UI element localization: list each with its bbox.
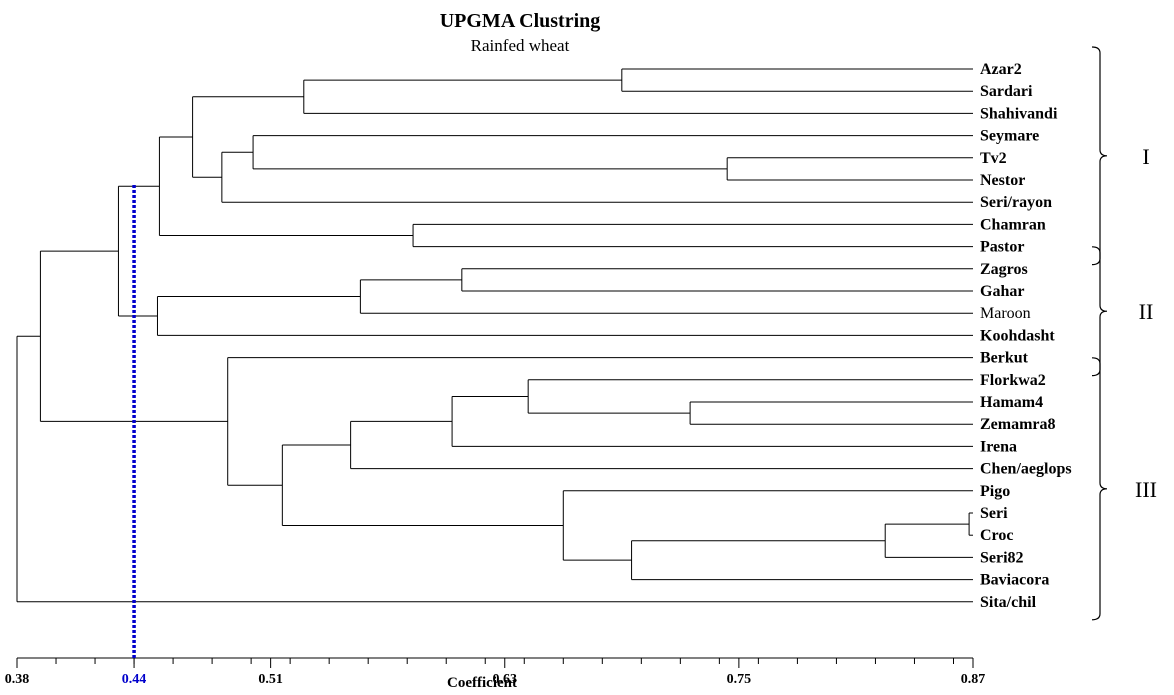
leaf-label-chamran: Chamran: [980, 216, 1046, 233]
tick-label-0-87: 0.87: [961, 672, 986, 687]
group-brace-1: [1091, 46, 1108, 266]
leaf-label-pigo: Pigo: [980, 483, 1010, 500]
leaf-label-baviacora: Baviacora: [980, 572, 1049, 589]
merge-n2: [303, 79, 973, 114]
merge-n3: [726, 157, 973, 181]
merge-n9: [461, 268, 973, 292]
leaf-label-seri-rayon: Seri/rayon: [980, 194, 1052, 211]
leaf-label-hamam4: Hamam4: [980, 394, 1043, 411]
group-label-1: I: [1142, 144, 1149, 169]
leaf-label-seymare: Seymare: [980, 128, 1039, 145]
merge-n4: [252, 135, 973, 170]
tick-label-0-75: 0.75: [727, 672, 752, 687]
tick-label-0-38: 0.38: [5, 672, 30, 687]
merge-n20: [562, 490, 973, 561]
merge-n13: [689, 401, 973, 425]
merge-n6: [192, 96, 304, 178]
leaf-label-pastor: Pastor: [980, 239, 1024, 256]
merge-n10: [359, 279, 973, 314]
tick-label-0-63: 0.63: [493, 672, 518, 687]
merge-n24: [16, 335, 973, 603]
merge-n11: [156, 296, 973, 336]
leaf-label-irena: Irena: [980, 438, 1017, 455]
leaf-label-chen-aeglops: Chen/aeglops: [980, 461, 1072, 478]
leaf-label-berkut: Berkut: [980, 350, 1029, 367]
merge-n12: [117, 185, 160, 317]
merge-n22: [227, 357, 973, 486]
leaf-label-seri82: Seri82: [980, 549, 1024, 566]
leaf-label-shahivandi: Shahivandi: [980, 105, 1058, 122]
leaf-label-nestor: Nestor: [980, 172, 1025, 189]
leaf-label-croc: Croc: [980, 527, 1013, 544]
leaf-labels: Azar2 Sardari Shahivandi Seymare Tv2 Nestor Se…: [980, 61, 1072, 611]
leaf-label-tv2: Tv2: [980, 150, 1007, 167]
leaf-label-maroon: Maroon: [980, 305, 1031, 322]
merge-n1: [621, 68, 973, 92]
tick-label-0-44: 0.44: [122, 672, 147, 687]
group-label-2: II: [1139, 299, 1154, 324]
leaf-label-sita-chil: Sita/chil: [980, 594, 1037, 611]
merge-n19: [631, 540, 973, 581]
merge-n5: [221, 151, 973, 203]
chart-subtitle: Rainfed wheat: [471, 36, 570, 55]
merge-n14: [527, 379, 973, 414]
leaf-label-gahar: Gahar: [980, 283, 1024, 300]
x-axis: 0.38 0.44 0.51 0.63 0.75 0.87: [5, 657, 986, 687]
leaf-label-sardari: Sardari: [980, 83, 1033, 100]
leaf-label-koohdasht: Koohdasht: [980, 327, 1055, 344]
merge-n17: [968, 512, 973, 536]
merge-n15: [451, 395, 973, 447]
merge-n8: [158, 136, 414, 236]
group-label-3: III: [1135, 477, 1157, 502]
merge-n16: [350, 420, 973, 470]
tick-label-0-51: 0.51: [258, 672, 283, 687]
chart-title: UPGMA Clustring: [440, 10, 601, 32]
leaf-label-zagros: Zagros: [980, 261, 1028, 278]
merge-n18: [884, 523, 973, 558]
merge-n21: [281, 444, 564, 526]
merge-n7: [412, 223, 973, 248]
x-axis-label: Coefficient: [447, 675, 517, 691]
leaf-label-seri: Seri: [980, 505, 1008, 522]
group-brace-2: [1091, 246, 1108, 377]
leaf-label-florkwa2: Florkwa2: [980, 372, 1046, 389]
leaf-label-zemamra8: Zemamra8: [980, 416, 1056, 433]
group-brace-3: [1091, 357, 1108, 621]
leaf-label-azar2: Azar2: [980, 61, 1022, 78]
dendrogram-branches: [16, 68, 973, 603]
